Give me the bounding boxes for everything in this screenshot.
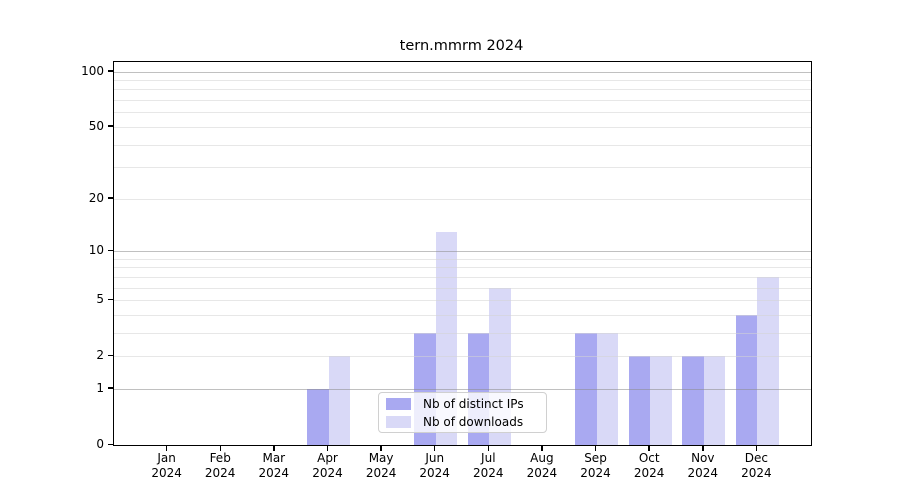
x-tick-mark <box>326 446 329 451</box>
y-tick-mark <box>108 249 113 251</box>
bar-ips-oct <box>628 356 651 445</box>
x-tick-label-feb: Feb 2024 <box>204 451 236 480</box>
bars-layer <box>114 62 811 445</box>
x-tick-label-mar: Mar 2024 <box>258 451 290 480</box>
x-tick-mark <box>380 446 382 451</box>
y-tick-label: 10 <box>88 243 104 257</box>
y-tick-label: 0 <box>96 437 104 451</box>
y-tick-label: 5 <box>96 292 104 306</box>
y-tick-label: 2 <box>96 348 104 363</box>
x-tick-mark <box>702 446 704 451</box>
x-tick-mark <box>273 446 275 451</box>
x-tick-mark <box>433 446 436 451</box>
x-tick-label-nov: Nov 2024 <box>687 451 719 480</box>
x-tick-label-jul: Jul 2024 <box>473 451 504 480</box>
legend-label: Nb of downloads <box>423 414 524 429</box>
x-tick-mark <box>541 446 543 451</box>
y-tick-mark <box>108 125 113 127</box>
x-tick-mark <box>755 446 758 451</box>
bar-downloads-oct <box>650 356 672 445</box>
x-tick-label-jun: Jun 2024 <box>419 451 450 480</box>
chart-title: tern.mmrm 2024 <box>399 38 524 54</box>
y-tick-label: 20 <box>88 190 104 205</box>
x-tick-mark <box>219 446 221 451</box>
legend-entry-ips: Nb of distinct IPs <box>386 397 539 411</box>
bar-ips-sep <box>575 332 597 445</box>
y-tick-label: 100 <box>81 63 104 78</box>
x-tick-mark <box>594 446 597 451</box>
legend-swatch-icon <box>386 397 411 410</box>
y-tick-mark <box>108 354 113 357</box>
legend-entry-downloads: Nb of downloads <box>386 415 539 429</box>
x-tick-mark <box>487 446 490 451</box>
x-tick-mark <box>648 446 650 451</box>
x-tick-label-aug: Aug 2024 <box>526 451 558 480</box>
legend-label: Nb of distinct IPs <box>423 396 524 411</box>
bar-downloads-nov <box>703 356 726 445</box>
y-tick-mark <box>108 197 113 199</box>
y-tick-mark <box>108 298 113 300</box>
y-tick-label: 1 <box>96 380 104 395</box>
x-tick-label-jan: Jan 2024 <box>151 451 182 480</box>
bar-ips-apr <box>307 388 329 445</box>
x-tick-mark <box>165 446 168 451</box>
y-tick-label: 50 <box>88 118 104 133</box>
x-tick-label-apr: Apr 2024 <box>312 451 343 480</box>
y-tick-mark <box>108 387 113 389</box>
bar-ips-dec <box>735 314 758 445</box>
x-tick-label-may: May 2024 <box>365 451 397 480</box>
x-tick-label-dec: Dec 2024 <box>741 451 772 480</box>
y-tick-mark <box>108 443 113 445</box>
x-tick-label-sep: Sep 2024 <box>580 451 611 480</box>
legend: Nb of distinct IPs Nb of downloads <box>378 392 547 433</box>
bar-downloads-dec <box>757 276 779 445</box>
y-tick-mark <box>108 70 113 72</box>
bar-downloads-jun <box>435 231 458 445</box>
legend-swatch-icon <box>386 415 411 428</box>
bar-downloads-sep <box>596 332 618 445</box>
bar-downloads-apr <box>328 356 350 445</box>
bar-ips-nov <box>682 356 704 445</box>
plot-area <box>113 61 812 446</box>
x-tick-label-oct: Oct 2024 <box>633 451 665 480</box>
